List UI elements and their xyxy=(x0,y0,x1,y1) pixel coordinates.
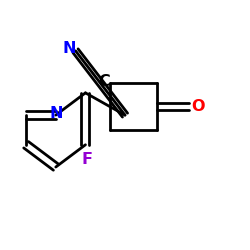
Text: O: O xyxy=(191,99,205,114)
Text: C: C xyxy=(98,74,110,89)
Text: F: F xyxy=(81,152,92,167)
Text: N: N xyxy=(49,106,62,122)
Text: N: N xyxy=(62,41,76,56)
